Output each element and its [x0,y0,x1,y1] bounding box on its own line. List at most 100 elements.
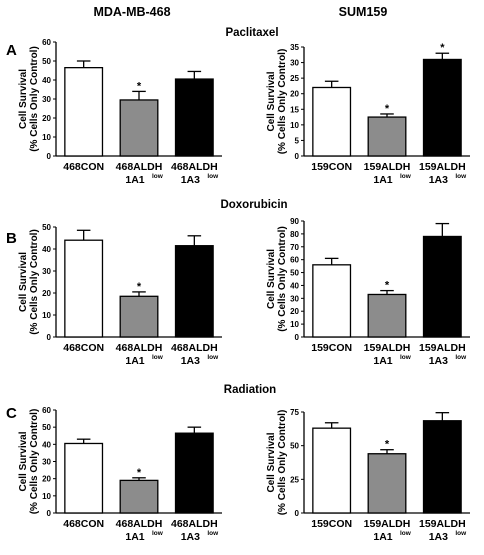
y-tick-label: 10 [290,121,299,130]
bar [174,245,214,338]
significance-star: * [137,467,142,479]
y-tick-label: 0 [295,333,300,342]
y-axis-label-line: (% Cells Only Control) [277,410,288,516]
y-tick-label: 5 [295,136,300,145]
category-label-sub: 1A1 [373,355,392,367]
category-label-sup: low [400,530,412,537]
chart-a-159: 0 5 10 15 20 25 30 35 Cell Survival (% Cells Only… [266,42,470,186]
significance-star: * [385,280,390,292]
treatment-title-radiation: Radiation [224,384,276,396]
y-tick-label: 90 [290,217,299,226]
bar [367,116,407,157]
y-axis-label-line: Cell Survival [266,249,277,309]
y-tick-label: 60 [290,256,299,265]
y-tick-label: 75 [290,408,299,417]
category-label-sup: low [152,530,164,537]
category-label-sub: 1A1 [125,174,144,186]
y-tick-label: 0 [295,509,300,518]
panel-letter-a: A [6,42,17,59]
category-label-sub: 1A3 [429,355,448,367]
y-axis-label-line: (% Cells Only Control) [29,229,40,335]
y-tick-label: 80 [290,230,299,239]
y-tick-label: 10 [290,320,299,329]
y-axis-label-line: (% Cells Only Control) [277,226,288,332]
category-label: 159ALDH [419,518,466,530]
y-tick-label: 30 [42,267,51,276]
y-tick-label: 40 [42,245,51,254]
y-tick-label: 20 [42,114,51,123]
y-axis-label-line: (% Cells Only Control) [277,49,288,155]
category-label: 159ALDH [364,518,411,530]
y-tick-label: 0 [47,333,52,342]
y-axis-label-line: (% Cells Only Control) [29,409,40,515]
bar [422,235,462,338]
y-tick-label: 30 [290,59,299,68]
bar [312,264,352,338]
y-axis-label-line: Cell Survival [266,71,277,131]
treatment-title-paclitaxel: Paclitaxel [225,27,278,39]
column-title-468: MDA-MB-468 [93,5,170,19]
chart-b-468: 0 10 20 30 40 50 Cell Survival (% Cells Only Co… [18,223,222,367]
category-label-sup: low [152,354,164,361]
category-label: 468ALDH [116,518,163,530]
bar [367,293,407,338]
chart-c-468: 0 10 20 30 40 50 60 Cell Survival (% Cells Only … [18,406,222,543]
treatment-title-doxorubicin: Doxorubicin [220,199,287,211]
y-tick-label: 0 [47,509,52,518]
y-tick-label: 40 [42,440,51,449]
category-label: 159ALDH [419,161,466,173]
bar [174,78,214,157]
bar [64,442,104,514]
category-label-sup: low [400,354,412,361]
panel-letter-b: B [6,230,17,247]
category-label: 468CON [63,161,104,173]
category-label-sub: 1A1 [373,531,392,543]
y-axis-label-line: Cell Survival [18,69,29,129]
category-label: 468CON [63,518,104,530]
category-label-sub: 1A1 [373,174,392,186]
y-tick-label: 0 [47,152,52,161]
category-label-sup: low [207,173,219,180]
category-label-sub: 1A1 [125,355,144,367]
y-tick-label: 20 [290,90,299,99]
y-axis-label-line: (% Cells Only Control) [29,46,40,152]
category-label: 159ALDH [364,342,411,354]
y-tick-label: 20 [290,307,299,316]
category-label-sub: 1A3 [181,355,200,367]
category-label: 468CON [63,342,104,354]
category-label: 159CON [311,161,352,173]
bar [64,67,104,157]
y-tick-label: 10 [42,133,51,142]
y-tick-label: 0 [295,152,300,161]
y-tick-label: 20 [42,475,51,484]
bar [312,86,352,157]
category-label-sup: low [455,354,467,361]
chart-b-159: 0 10 20 30 40 50 60 70 80 90 Cell Survival (% Cells… [266,217,470,367]
y-tick-label: 30 [42,95,51,104]
bar [422,420,462,514]
significance-star: * [385,103,390,115]
y-tick-label: 50 [42,223,51,232]
category-label-sub: 1A3 [429,531,448,543]
category-label-sub: 1A1 [125,531,144,543]
y-tick-label: 20 [42,289,51,298]
y-axis-label-line: Cell Survival [18,252,29,312]
y-tick-label: 40 [42,76,51,85]
y-axis-label-line: Cell Survival [266,432,277,492]
bar [367,453,407,514]
y-tick-label: 30 [290,294,299,303]
bar [312,427,352,514]
bar [119,479,159,514]
bar [422,58,462,157]
category-label-sup: low [400,173,412,180]
category-label-sup: low [455,173,467,180]
y-tick-label: 40 [290,281,299,290]
significance-star: * [137,80,142,92]
bar [64,239,104,338]
y-tick-label: 70 [290,243,299,252]
category-label: 468ALDH [171,161,218,173]
category-label: 159ALDH [364,161,411,173]
significance-star: * [440,42,445,54]
